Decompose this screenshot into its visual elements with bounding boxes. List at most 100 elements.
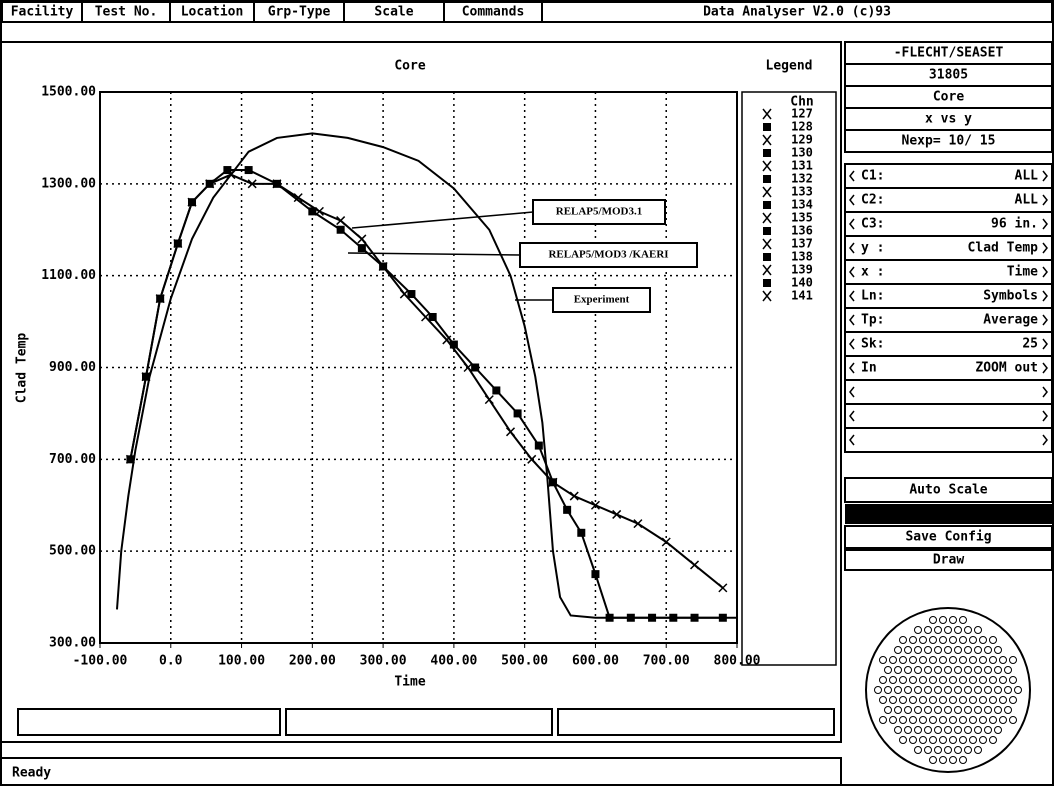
marker: [463, 362, 473, 373]
panel-text[interactable]: Draw: [933, 553, 964, 568]
option-value[interactable]: 96 in.: [991, 217, 1038, 232]
option-row[interactable]: [844, 379, 1053, 405]
rod: [974, 646, 982, 654]
option-value[interactable]: ALL: [1015, 169, 1039, 184]
option-value[interactable]: ZOOM out: [975, 361, 1038, 376]
menu-button[interactable]: [541, 1, 1053, 23]
rod: [949, 676, 957, 684]
y-tick-label: 300.00: [49, 636, 96, 651]
option-label[interactable]: Tp:: [861, 313, 884, 328]
channel-label: 138: [791, 250, 813, 264]
x-tick-label: 500.00: [501, 654, 548, 669]
option-label[interactable]: Ln:: [861, 289, 884, 304]
rod: [909, 736, 917, 744]
panel-cell: [844, 129, 1053, 153]
panel-text[interactable]: Save Config: [905, 530, 991, 545]
option-value[interactable]: 25: [1022, 337, 1038, 352]
panel-cell[interactable]: [844, 549, 1053, 571]
arrow: [849, 218, 1048, 230]
rod: [974, 666, 982, 674]
rod: [899, 676, 907, 684]
rod: [919, 656, 927, 664]
rod: [969, 696, 977, 704]
option-value[interactable]: Average: [983, 313, 1038, 328]
rod: [934, 666, 942, 674]
channel-label: 128: [791, 120, 813, 134]
rod: [1009, 716, 1017, 724]
option-label[interactable]: y :: [861, 241, 884, 256]
option-label[interactable]: Sk:: [861, 337, 884, 352]
panel-cell[interactable]: [844, 477, 1053, 503]
menu-label[interactable]: Scale: [374, 5, 413, 20]
option-value[interactable]: Clad Temp: [968, 241, 1039, 256]
arrow: [849, 386, 1048, 398]
option-label[interactable]: C2:: [861, 193, 884, 208]
option-label[interactable]: C1:: [861, 169, 884, 184]
option-label[interactable]: C3:: [861, 217, 884, 232]
marker: [718, 583, 728, 593]
option-row[interactable]: [844, 187, 1053, 213]
rod: [964, 686, 972, 694]
marker: [126, 455, 135, 464]
rod: [909, 656, 917, 664]
rod: [919, 636, 927, 644]
y-tick-label: 1500.00: [41, 85, 96, 100]
rod: [894, 666, 902, 674]
rod: [959, 756, 967, 764]
marker: [471, 363, 480, 372]
arrow: [849, 242, 1048, 254]
marker: [484, 395, 494, 405]
rod: [889, 696, 897, 704]
panel-text: -FLECHT/SEASET: [894, 46, 1004, 61]
rod: [944, 706, 952, 714]
rod: [959, 716, 967, 724]
option-row[interactable]: [844, 235, 1053, 261]
rod: [914, 706, 922, 714]
rod: [914, 626, 922, 634]
option-value[interactable]: Symbols: [983, 289, 1038, 304]
menu-label[interactable]: Facility: [11, 5, 74, 20]
rod: [979, 736, 987, 744]
rod: [949, 636, 957, 644]
arrow: [849, 194, 1048, 206]
rod: [894, 706, 902, 714]
panel-cell[interactable]: [844, 525, 1053, 549]
option-row[interactable]: [844, 355, 1053, 381]
option-row[interactable]: [844, 307, 1053, 333]
rod: [979, 696, 987, 704]
option-value[interactable]: ALL: [1015, 193, 1039, 208]
menu-label[interactable]: Grp-Type: [268, 5, 331, 20]
rod: [884, 706, 892, 714]
arrow: [849, 362, 1048, 374]
legend-entry: RELAP5/MOD3 /KAERI: [548, 249, 668, 261]
marker: [247, 179, 257, 189]
rod: [959, 616, 967, 624]
rod: [954, 746, 962, 754]
rod: [949, 716, 957, 724]
menu-label[interactable]: Data Analyser V2.0 (c)93: [703, 5, 891, 20]
option-row[interactable]: [844, 283, 1053, 309]
rod: [964, 646, 972, 654]
option-row[interactable]: [844, 211, 1053, 237]
rod: [969, 636, 977, 644]
x-tick-label: 600.00: [572, 654, 619, 669]
rod: [909, 676, 917, 684]
selected-button[interactable]: [845, 504, 1052, 524]
option-label[interactable]: x :: [861, 265, 884, 280]
panel-text: 31805: [929, 68, 968, 83]
option-row[interactable]: [844, 403, 1053, 429]
rod: [934, 726, 942, 734]
option-row[interactable]: [844, 427, 1053, 453]
panel-text[interactable]: Auto Scale: [909, 483, 987, 498]
rod: [904, 646, 912, 654]
option-row[interactable]: [844, 259, 1053, 285]
plot-area: [99, 91, 738, 644]
option-row[interactable]: [844, 331, 1053, 357]
option-value[interactable]: Time: [1007, 265, 1038, 280]
option-label[interactable]: In: [861, 361, 877, 376]
menu-label[interactable]: Location: [181, 5, 244, 20]
rod: [954, 686, 962, 694]
marker: [421, 312, 431, 322]
menu-label[interactable]: Commands: [462, 5, 525, 20]
menu-label[interactable]: Test No.: [95, 5, 158, 20]
